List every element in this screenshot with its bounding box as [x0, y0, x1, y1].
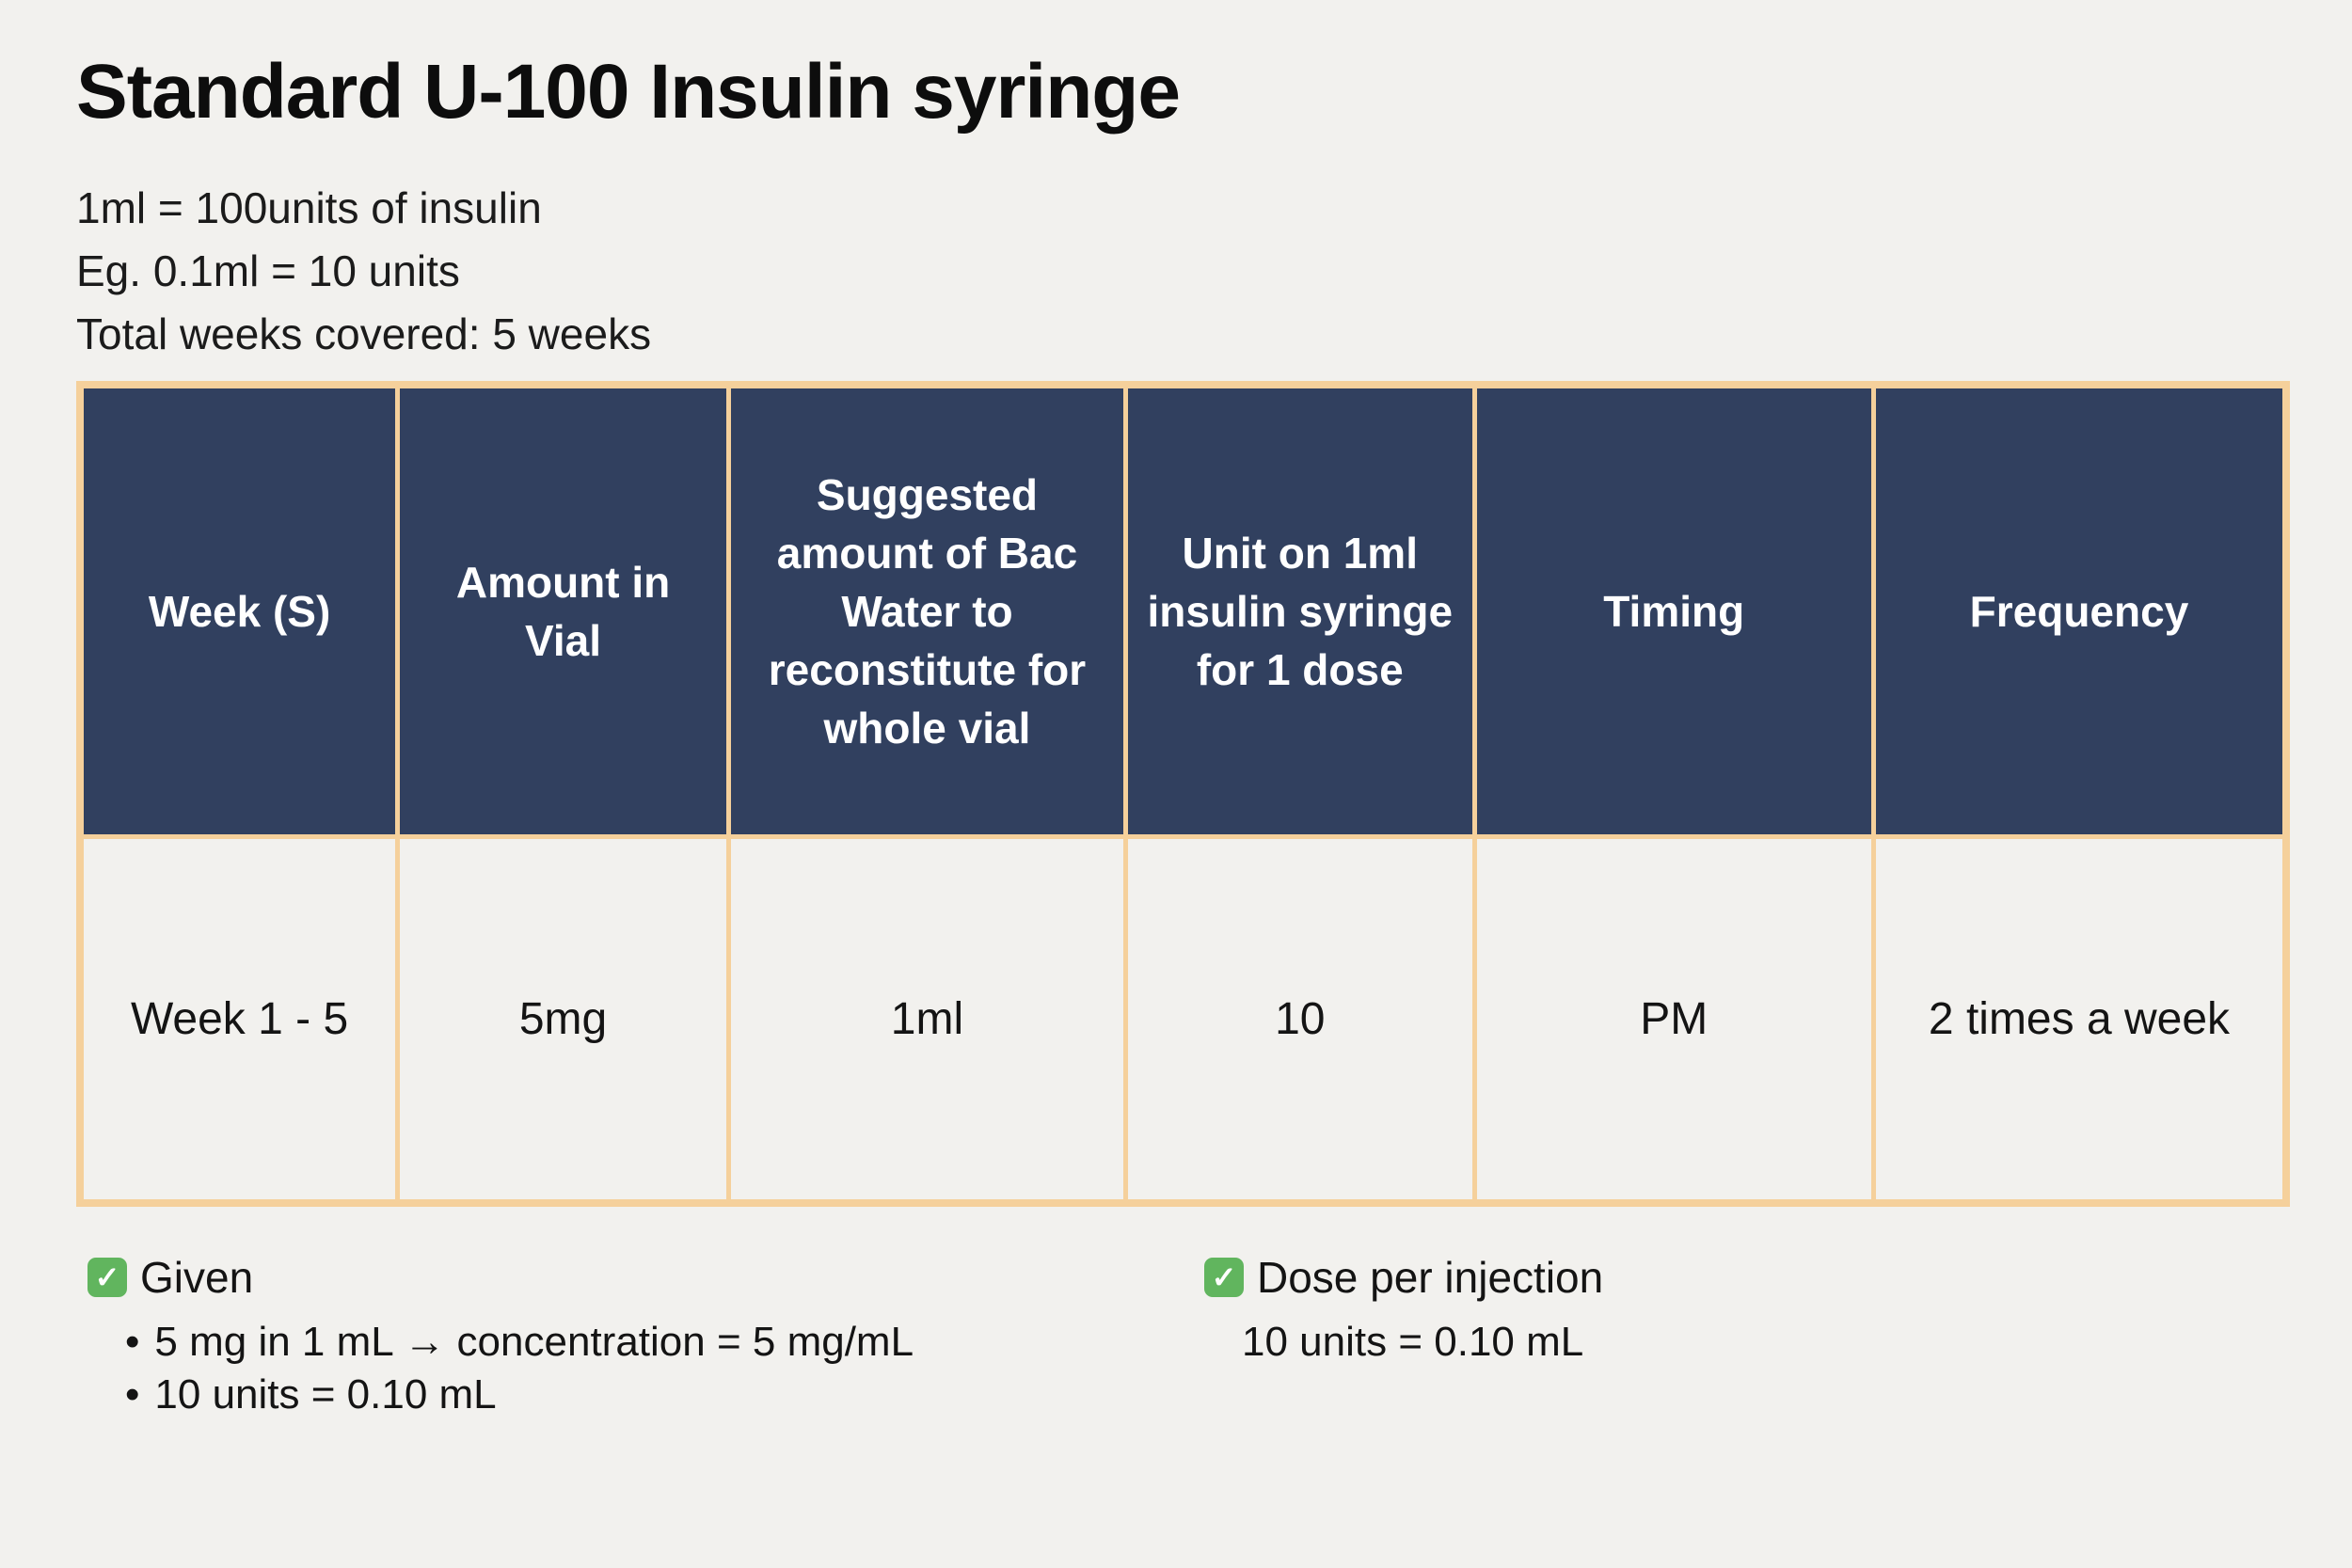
bullet-icon: • [125, 1319, 140, 1365]
col-header-frequency: Frequency [1870, 382, 2289, 839]
bullet-icon: • [125, 1371, 140, 1418]
list-item: • 5 mg in 1 mL → concentration = 5 mg/mL [87, 1316, 914, 1369]
col-header-bac-water: Suggested amount of Bac Water to reconst… [725, 382, 1129, 839]
footnote-dose-title: Dose per injection [1257, 1253, 1604, 1302]
cell-frequency: 2 times a week [1870, 833, 2289, 1206]
footnote-given-bullets: • 5 mg in 1 mL → concentration = 5 mg/mL… [87, 1316, 914, 1421]
cell-timing: PM [1471, 833, 1876, 1206]
cell-week-range: Week 1 - 5 [77, 833, 401, 1206]
dosing-table: Week (S) Amount in Vial Suggested amount… [76, 381, 2290, 1207]
green-check-icon: ✓ [1204, 1258, 1244, 1297]
footnotes-section: ✓ Given • 5 mg in 1 mL → concentration =… [76, 1252, 2290, 1497]
page-title: Standard U-100 Insulin syringe [76, 49, 1181, 135]
col-header-timing: Timing [1471, 382, 1876, 839]
table-row: Week 1 - 5 5mg 1ml 10 PM 2 times a week [77, 833, 2289, 1206]
dosing-table-body: Week 1 - 5 5mg 1ml 10 PM 2 times a week [77, 833, 2289, 1206]
given-bullet-units: 10 units = 0.10 mL [154, 1371, 497, 1418]
footnote-given-title: Given [140, 1253, 254, 1302]
dose-note: 10 units = 0.10 mL [1242, 1319, 1584, 1365]
footnote-dose-per-injection: ✓ Dose per injection 10 units = 0.10 mL [1204, 1252, 1603, 1369]
list-item: • 10 units = 0.10 mL [87, 1369, 914, 1421]
dosing-table-header: Week (S) Amount in Vial Suggested amount… [77, 382, 2289, 839]
subtitle-example: Eg. 0.1ml = 10 units [76, 246, 460, 295]
green-check-icon: ✓ [87, 1258, 127, 1297]
cell-units-per-dose: 10 [1123, 833, 1477, 1206]
cell-bac-water-amount: 1ml [725, 833, 1129, 1206]
col-header-units-per-dose: Unit on 1ml insulin syringe for 1 dose [1123, 382, 1477, 839]
col-header-amount-in-vial: Amount in Vial [395, 382, 731, 839]
header-row: Week (S) Amount in Vial Suggested amount… [77, 382, 2289, 839]
footnote-dose-title-row: ✓ Dose per injection [1204, 1252, 1603, 1303]
given-bullet-concentration: 5 mg in 1 mL → concentration = 5 mg/mL [154, 1319, 914, 1365]
footnote-given-title-row: ✓ Given [87, 1252, 914, 1303]
cell-amount-in-vial: 5mg [395, 833, 731, 1206]
subtitle-conversion: 1ml = 100units of insulin [76, 183, 542, 232]
col-header-week: Week (S) [77, 382, 401, 839]
subtitle-total-weeks: Total weeks covered: 5 weeks [76, 309, 652, 358]
subtitle-block: 1ml = 100units of insulin Eg. 0.1ml = 10… [76, 177, 2290, 366]
footnote-given: ✓ Given • 5 mg in 1 mL → concentration =… [87, 1252, 914, 1421]
